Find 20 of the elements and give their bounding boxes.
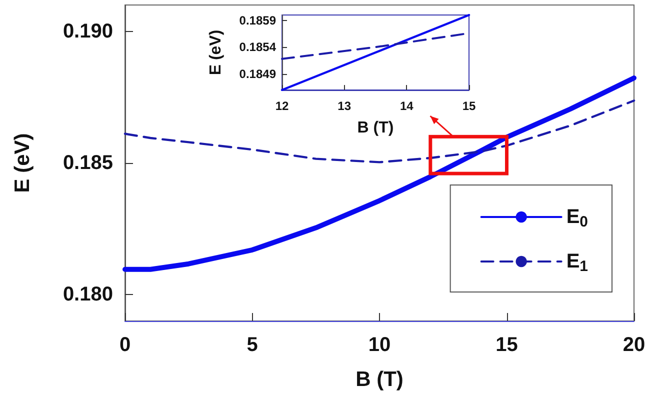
y-axis-title: E (eV) <box>11 133 34 193</box>
x-tick-label: 15 <box>462 99 476 113</box>
x-tick-label: 0 <box>119 334 131 356</box>
y-tick-label: 0.185 <box>62 152 113 174</box>
x-tick-label: 12 <box>275 99 289 113</box>
x-tick-label: 14 <box>400 99 414 113</box>
x-tick-label: 5 <box>246 334 258 356</box>
y-tick-label: 0.1849 <box>239 66 276 81</box>
x-tick-label: 15 <box>496 334 518 356</box>
y-axis-title: E (eV) <box>208 30 224 76</box>
line-series <box>124 99 636 164</box>
y-tick-label: 0.1859 <box>239 13 276 28</box>
y-tick-label: 0.180 <box>62 284 113 306</box>
y-tick-label: 0.190 <box>62 20 113 42</box>
x-axis-title: B (T) <box>357 120 394 136</box>
y-tick-label: 0.1854 <box>239 40 276 54</box>
x-tick-label: 10 <box>368 334 391 356</box>
x-axis-title: B (T) <box>356 368 404 391</box>
x-tick-label: 20 <box>622 334 646 356</box>
x-tick-label: 13 <box>338 99 352 113</box>
